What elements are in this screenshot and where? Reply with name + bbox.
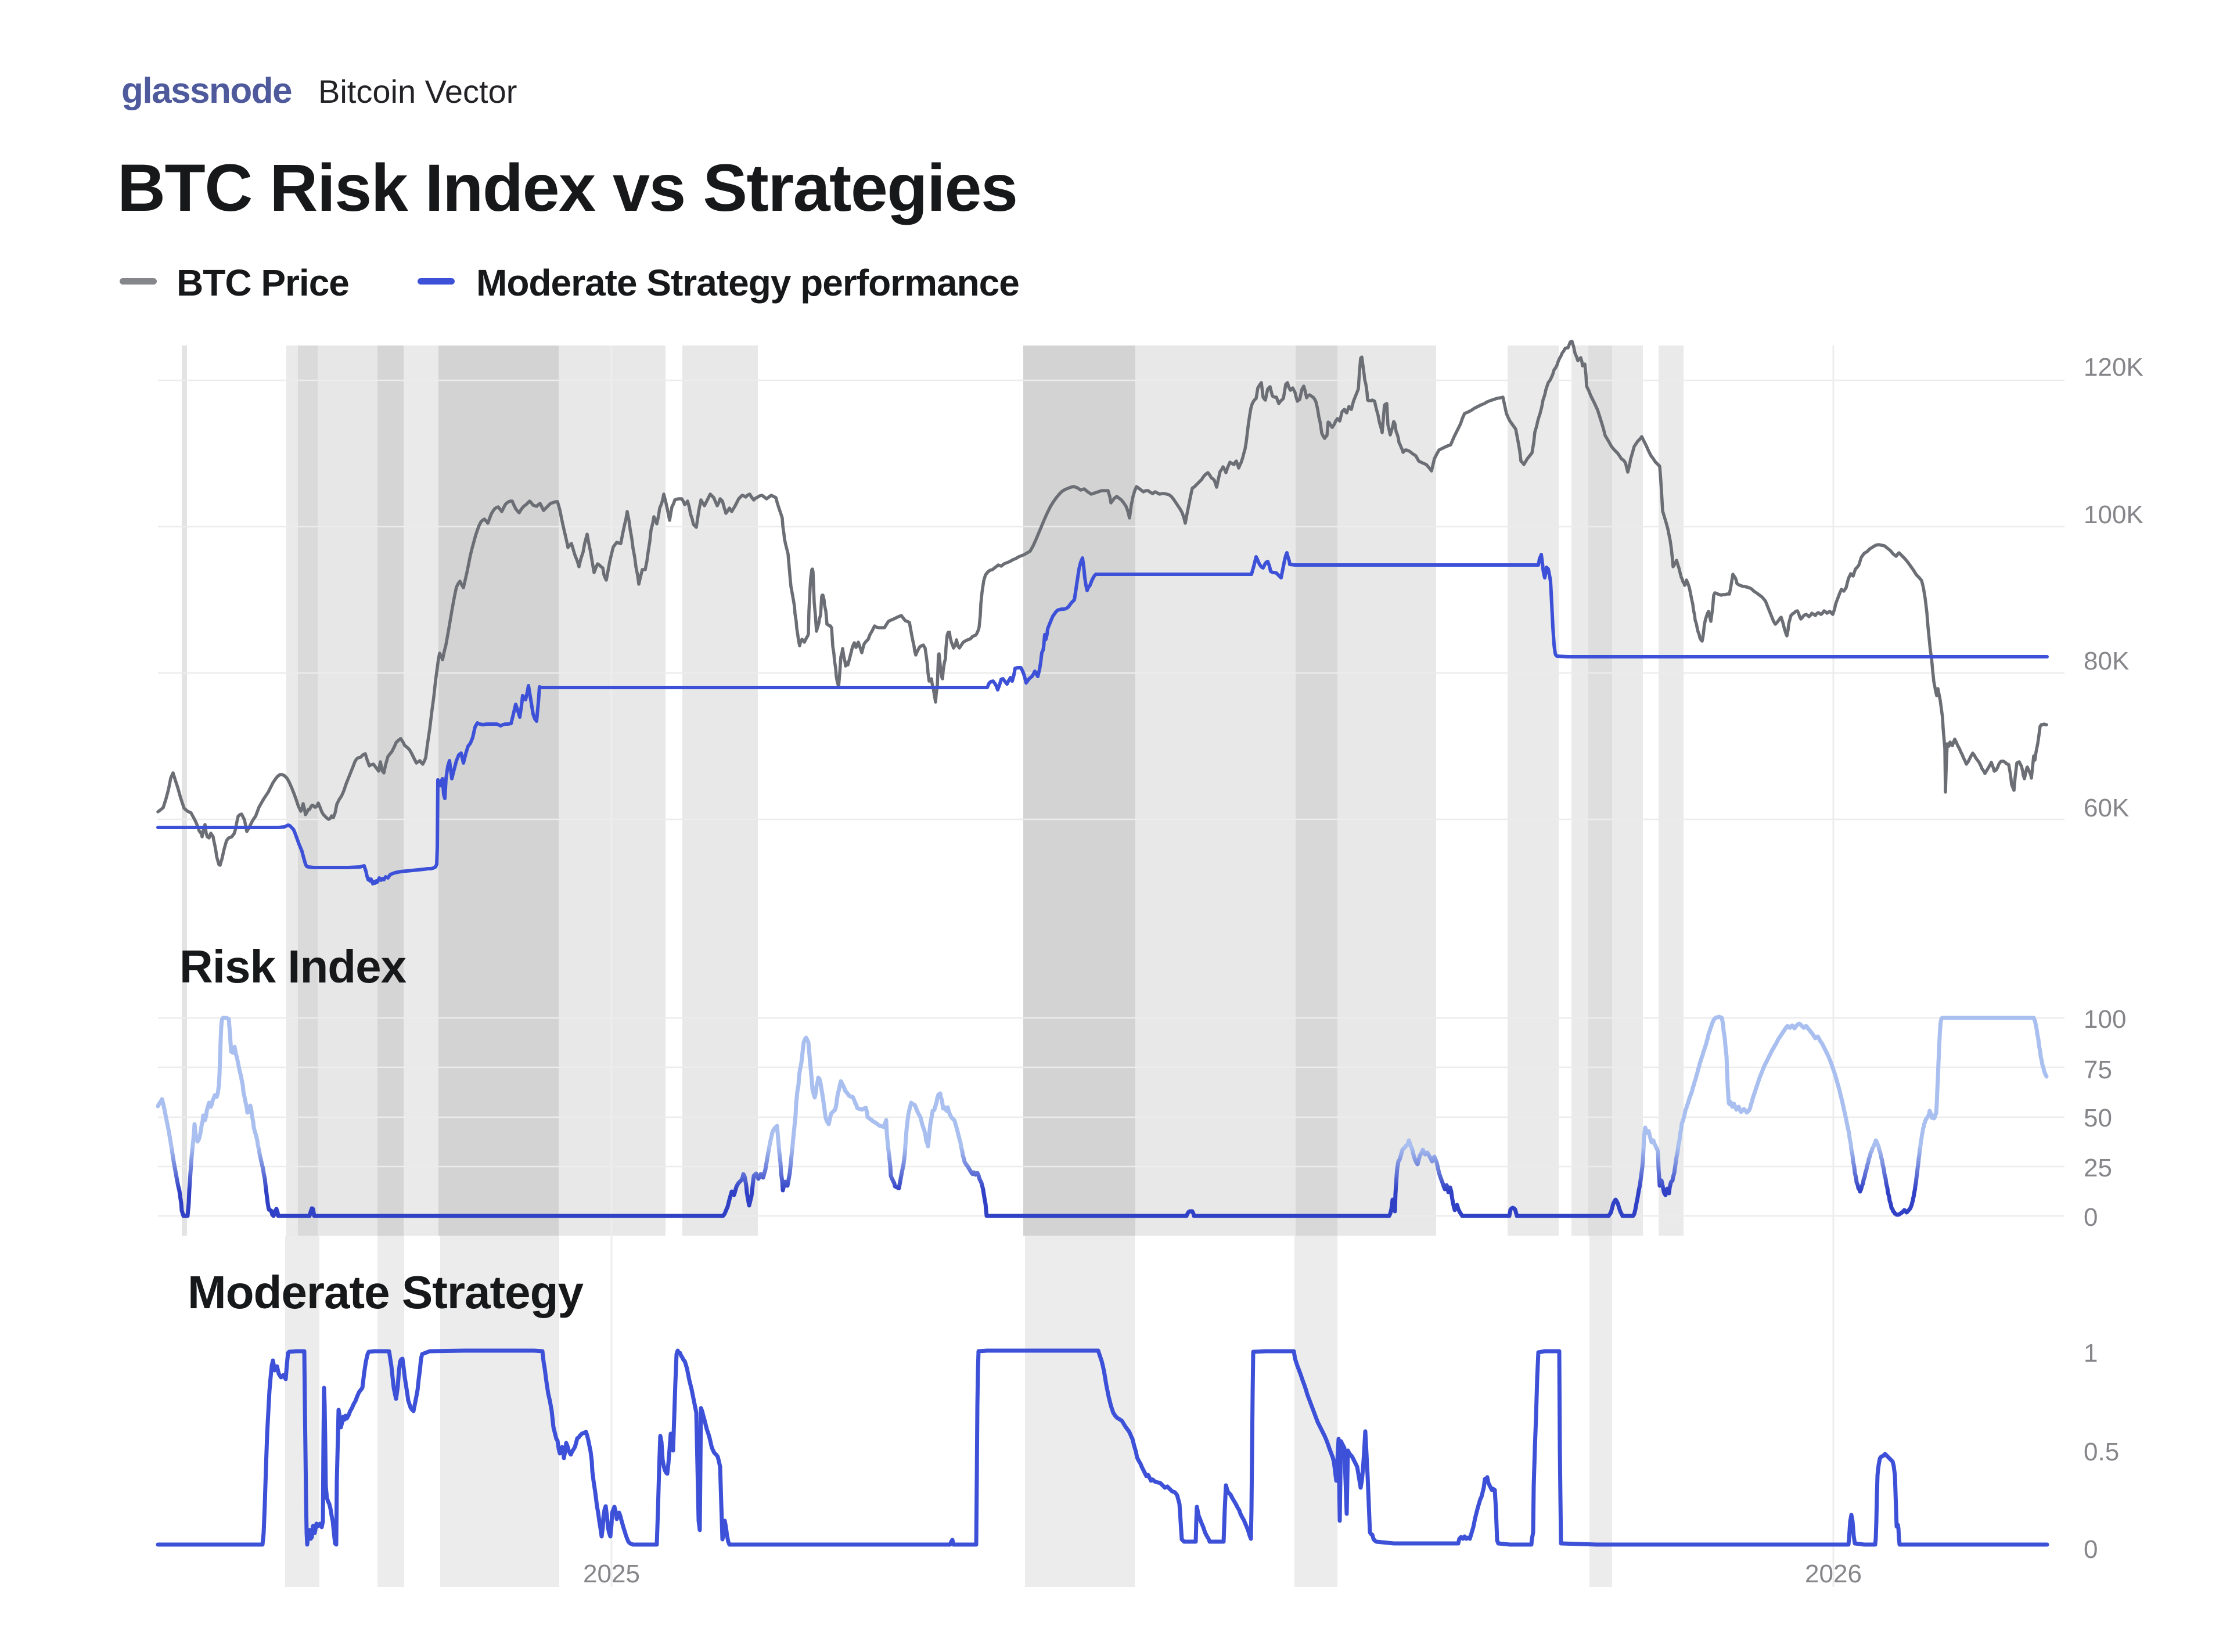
svg-text:1: 1 — [2084, 1339, 2098, 1367]
svg-text:Moderate Strategy: Moderate Strategy — [188, 1266, 584, 1318]
svg-text:25: 25 — [2084, 1154, 2112, 1182]
svg-text:60K: 60K — [2084, 794, 2129, 822]
svg-text:BTC Risk Index vs Strategies: BTC Risk Index vs Strategies — [117, 151, 1017, 225]
svg-text:0: 0 — [2084, 1203, 2098, 1232]
svg-text:glassnode: glassnode — [121, 71, 292, 111]
svg-text:50: 50 — [2084, 1104, 2112, 1132]
svg-text:100K: 100K — [2084, 501, 2143, 529]
svg-text:0.5: 0.5 — [2084, 1438, 2119, 1466]
svg-text:Risk Index: Risk Index — [179, 941, 407, 992]
svg-text:Bitcoin Vector: Bitcoin Vector — [318, 73, 517, 110]
svg-text:0: 0 — [2084, 1535, 2098, 1564]
svg-text:2026: 2026 — [1805, 1560, 1862, 1588]
svg-text:100: 100 — [2084, 1005, 2126, 1034]
svg-text:80K: 80K — [2084, 647, 2129, 675]
svg-text:2025: 2025 — [583, 1560, 640, 1588]
svg-text:Moderate Strategy performance: Moderate Strategy performance — [476, 262, 1019, 304]
svg-text:120K: 120K — [2084, 353, 2143, 381]
svg-text:75: 75 — [2084, 1056, 2112, 1084]
svg-text:BTC Price: BTC Price — [177, 262, 349, 304]
